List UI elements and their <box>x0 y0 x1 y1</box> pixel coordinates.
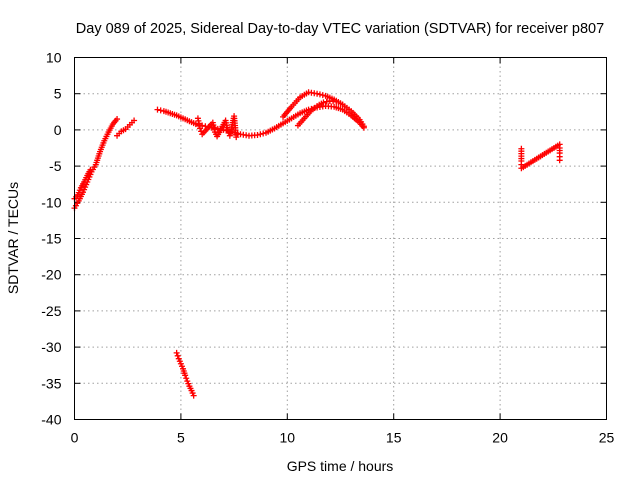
series-track-d <box>154 103 367 139</box>
grid <box>74 57 607 420</box>
series-track-f <box>294 97 340 129</box>
x-axis-label: GPS time / hours <box>287 458 394 474</box>
series-track-i <box>518 141 563 172</box>
y-tick-label: -25 <box>41 303 61 319</box>
data-point <box>320 99 327 106</box>
data-point <box>319 92 326 99</box>
series-track-h <box>173 349 197 399</box>
y-tick-label: -30 <box>41 339 61 355</box>
data-point <box>257 131 264 138</box>
data-point <box>182 372 189 379</box>
y-tick-label: -40 <box>41 412 61 428</box>
y-tick-label: -5 <box>49 158 62 174</box>
data-point <box>224 126 231 133</box>
y-tick-label: -35 <box>41 375 61 391</box>
data-point <box>556 157 563 164</box>
chart-title: Day 089 of 2025, Sidereal Day-to-day VTE… <box>76 21 604 37</box>
x-tick-label: 15 <box>386 430 402 446</box>
data-point <box>87 166 94 173</box>
data-point <box>157 107 164 114</box>
y-tick-label: 10 <box>46 50 62 66</box>
data-point <box>192 121 199 128</box>
y-tick-label: 5 <box>54 86 62 102</box>
data-point <box>190 392 197 399</box>
data-point <box>260 130 267 137</box>
y-tick-label: -10 <box>41 194 61 210</box>
data-point <box>174 352 181 359</box>
data-point <box>131 117 138 124</box>
data-point <box>323 98 330 105</box>
y-tick-label: -15 <box>41 231 61 247</box>
data-point <box>233 134 240 141</box>
data-point <box>173 349 180 356</box>
x-tick-label: 5 <box>177 430 185 446</box>
y-axis-label: SDTVAR / TECUs <box>5 182 21 294</box>
x-tick-label: 0 <box>71 430 79 446</box>
plot-frame <box>74 57 607 420</box>
data-points <box>71 89 563 399</box>
series-track-c <box>114 117 138 139</box>
x-tick-label: 20 <box>492 430 508 446</box>
data-point <box>197 125 204 132</box>
y-tick-label: 0 <box>54 122 62 138</box>
data-point <box>333 98 340 105</box>
data-point <box>183 375 190 382</box>
data-point <box>154 106 161 113</box>
y-tick-label: -20 <box>41 267 61 283</box>
data-point <box>114 116 121 123</box>
data-point <box>314 90 321 97</box>
data-point <box>360 123 367 130</box>
series-track-b <box>71 166 94 202</box>
data-point <box>254 131 261 138</box>
series-track-a <box>71 116 121 212</box>
x-tick-label: 25 <box>599 430 615 446</box>
data-point <box>316 91 323 98</box>
x-tick-label: 10 <box>280 430 296 446</box>
series-track-e <box>280 89 367 130</box>
series-track-g <box>194 113 240 141</box>
